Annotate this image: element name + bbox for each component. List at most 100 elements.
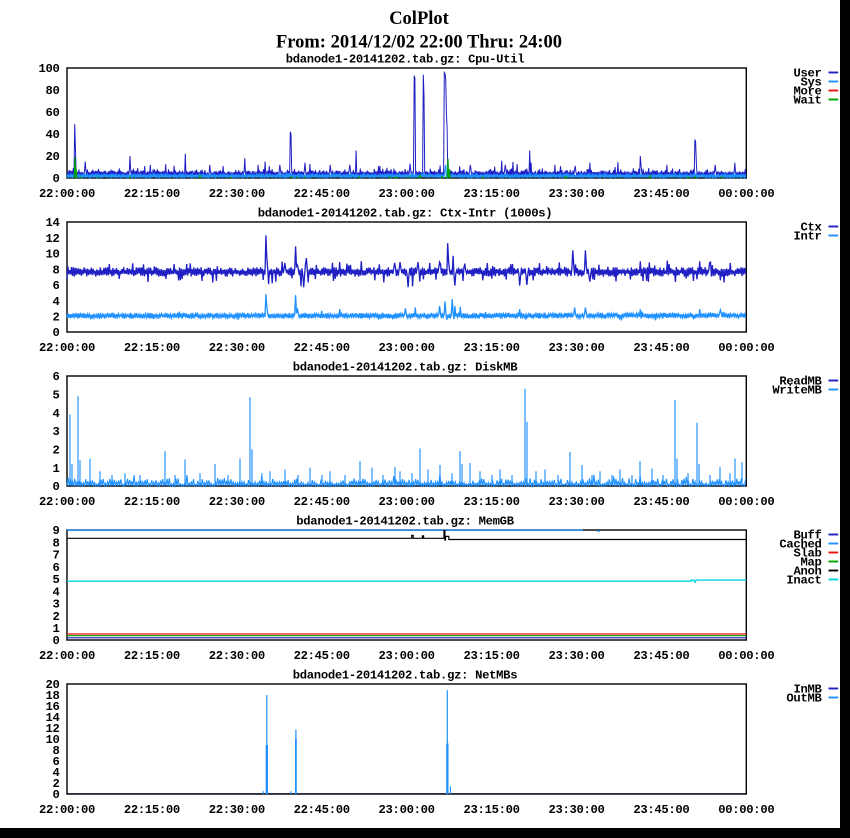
svg-text:4: 4 bbox=[52, 766, 59, 780]
svg-text:bdanode1-20141202.tab.gz: MemG: bdanode1-20141202.tab.gz: MemGB bbox=[296, 514, 514, 528]
svg-text:23:15:00: 23:15:00 bbox=[464, 803, 520, 817]
svg-text:22:15:00: 22:15:00 bbox=[124, 803, 180, 817]
svg-text:bdanode1-20141202.tab.gz: Cpu-: bdanode1-20141202.tab.gz: Cpu-Util bbox=[286, 52, 524, 66]
svg-text:23:30:00: 23:30:00 bbox=[548, 803, 604, 817]
svg-text:14: 14 bbox=[45, 216, 59, 230]
svg-text:6: 6 bbox=[52, 755, 59, 769]
svg-text:23:30:00: 23:30:00 bbox=[548, 341, 604, 355]
svg-text:22:45:00: 22:45:00 bbox=[294, 803, 350, 817]
svg-text:23:45:00: 23:45:00 bbox=[633, 341, 689, 355]
svg-text:8: 8 bbox=[52, 536, 59, 550]
svg-text:2: 2 bbox=[52, 311, 59, 325]
svg-text:4: 4 bbox=[52, 407, 59, 421]
svg-text:23:45:00: 23:45:00 bbox=[633, 649, 689, 663]
svg-text:22:45:00: 22:45:00 bbox=[294, 341, 350, 355]
svg-text:ReadMB: ReadMB bbox=[779, 375, 822, 389]
svg-text:22:45:00: 22:45:00 bbox=[294, 187, 350, 201]
svg-text:2: 2 bbox=[52, 777, 59, 791]
svg-text:23:00:00: 23:00:00 bbox=[379, 649, 435, 663]
svg-text:Ctx: Ctx bbox=[800, 221, 822, 235]
svg-text:23:45:00: 23:45:00 bbox=[633, 495, 689, 509]
svg-text:14: 14 bbox=[45, 711, 59, 725]
svg-text:20: 20 bbox=[45, 678, 59, 692]
svg-text:Cached: Cached bbox=[779, 538, 821, 552]
svg-text:7: 7 bbox=[52, 549, 59, 563]
svg-text:5: 5 bbox=[52, 573, 59, 587]
svg-text:22:00:00: 22:00:00 bbox=[39, 803, 95, 817]
svg-text:9: 9 bbox=[52, 524, 59, 538]
svg-text:User: User bbox=[793, 67, 821, 81]
svg-text:Intr: Intr bbox=[793, 230, 821, 244]
svg-text:16: 16 bbox=[45, 700, 59, 714]
svg-text:00:00:00: 00:00:00 bbox=[718, 649, 774, 663]
svg-text:12: 12 bbox=[45, 232, 59, 246]
svg-text:1: 1 bbox=[52, 622, 59, 636]
svg-text:1: 1 bbox=[52, 462, 59, 476]
svg-text:0: 0 bbox=[52, 480, 59, 494]
svg-text:18: 18 bbox=[45, 689, 59, 703]
svg-text:12: 12 bbox=[45, 722, 59, 736]
svg-text:22:15:00: 22:15:00 bbox=[124, 495, 180, 509]
svg-text:Slab: Slab bbox=[793, 547, 821, 561]
svg-text:00:00:00: 00:00:00 bbox=[718, 803, 774, 817]
svg-text:22:00:00: 22:00:00 bbox=[39, 649, 95, 663]
svg-text:22:15:00: 22:15:00 bbox=[124, 187, 180, 201]
svg-text:00:00:00: 00:00:00 bbox=[718, 341, 774, 355]
svg-text:22:30:00: 22:30:00 bbox=[209, 803, 265, 817]
svg-text:WriteMB: WriteMB bbox=[772, 384, 822, 398]
svg-text:More: More bbox=[793, 85, 821, 99]
svg-text:8: 8 bbox=[52, 263, 59, 277]
svg-text:0: 0 bbox=[52, 634, 59, 648]
svg-text:23:15:00: 23:15:00 bbox=[464, 649, 520, 663]
svg-text:23:45:00: 23:45:00 bbox=[633, 187, 689, 201]
svg-text:3: 3 bbox=[52, 598, 59, 612]
svg-text:22:00:00: 22:00:00 bbox=[39, 187, 95, 201]
svg-text:22:15:00: 22:15:00 bbox=[124, 649, 180, 663]
svg-text:OutMB: OutMB bbox=[786, 692, 822, 706]
svg-text:bdanode1-20141202.tab.gz: Disk: bdanode1-20141202.tab.gz: DiskMB bbox=[293, 360, 518, 374]
svg-text:6: 6 bbox=[52, 279, 59, 293]
svg-text:23:00:00: 23:00:00 bbox=[379, 495, 435, 509]
svg-text:22:30:00: 22:30:00 bbox=[209, 341, 265, 355]
svg-text:80: 80 bbox=[45, 84, 59, 98]
svg-text:22:30:00: 22:30:00 bbox=[209, 649, 265, 663]
svg-text:22:15:00: 22:15:00 bbox=[124, 341, 180, 355]
svg-text:23:30:00: 23:30:00 bbox=[548, 495, 604, 509]
svg-text:bdanode1-20141202.tab.gz: Ctx-: bdanode1-20141202.tab.gz: Ctx-Intr (1000… bbox=[258, 206, 553, 220]
svg-text:2: 2 bbox=[52, 610, 59, 624]
svg-text:6: 6 bbox=[52, 370, 59, 384]
svg-text:00:00:00: 00:00:00 bbox=[718, 187, 774, 201]
svg-text:10: 10 bbox=[45, 248, 59, 262]
svg-text:60: 60 bbox=[45, 106, 59, 120]
svg-text:10: 10 bbox=[45, 733, 59, 747]
svg-text:4: 4 bbox=[52, 585, 59, 599]
svg-text:Map: Map bbox=[800, 556, 821, 570]
svg-text:ColPlot: ColPlot bbox=[389, 9, 449, 29]
svg-text:40: 40 bbox=[45, 128, 59, 142]
svg-text:22:45:00: 22:45:00 bbox=[294, 649, 350, 663]
svg-text:23:45:00: 23:45:00 bbox=[633, 803, 689, 817]
svg-text:5: 5 bbox=[52, 389, 59, 403]
svg-text:From: 2014/12/02 22:00 Thru: 2: From: 2014/12/02 22:00 Thru: 24:00 bbox=[276, 33, 562, 53]
svg-text:0: 0 bbox=[52, 326, 59, 340]
svg-text:23:15:00: 23:15:00 bbox=[464, 341, 520, 355]
svg-text:Sys: Sys bbox=[800, 76, 821, 90]
svg-text:0: 0 bbox=[52, 172, 59, 186]
svg-text:Wait: Wait bbox=[793, 94, 821, 108]
svg-text:Inact: Inact bbox=[786, 574, 821, 588]
svg-text:23:30:00: 23:30:00 bbox=[548, 187, 604, 201]
svg-text:22:45:00: 22:45:00 bbox=[294, 495, 350, 509]
svg-text:23:15:00: 23:15:00 bbox=[464, 495, 520, 509]
svg-text:22:30:00: 22:30:00 bbox=[209, 495, 265, 509]
svg-text:Buff: Buff bbox=[793, 529, 821, 543]
svg-text:4: 4 bbox=[52, 295, 59, 309]
svg-text:23:00:00: 23:00:00 bbox=[379, 341, 435, 355]
svg-text:bdanode1-20141202.tab.gz: NetM: bdanode1-20141202.tab.gz: NetMBs bbox=[293, 668, 517, 682]
svg-text:23:00:00: 23:00:00 bbox=[379, 803, 435, 817]
svg-text:22:00:00: 22:00:00 bbox=[39, 341, 95, 355]
svg-text:8: 8 bbox=[52, 744, 59, 758]
svg-text:20: 20 bbox=[45, 150, 59, 164]
svg-text:InMB: InMB bbox=[793, 683, 822, 697]
svg-text:23:15:00: 23:15:00 bbox=[464, 187, 520, 201]
svg-text:6: 6 bbox=[52, 561, 59, 575]
